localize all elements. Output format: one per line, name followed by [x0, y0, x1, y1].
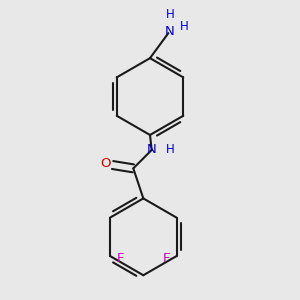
- Text: F: F: [163, 252, 170, 265]
- Text: H: H: [166, 143, 174, 157]
- Text: O: O: [100, 157, 110, 170]
- Text: F: F: [116, 252, 124, 265]
- Text: H: H: [180, 20, 188, 33]
- Text: N: N: [147, 143, 157, 157]
- Text: H: H: [166, 8, 174, 21]
- Text: N: N: [165, 25, 175, 38]
